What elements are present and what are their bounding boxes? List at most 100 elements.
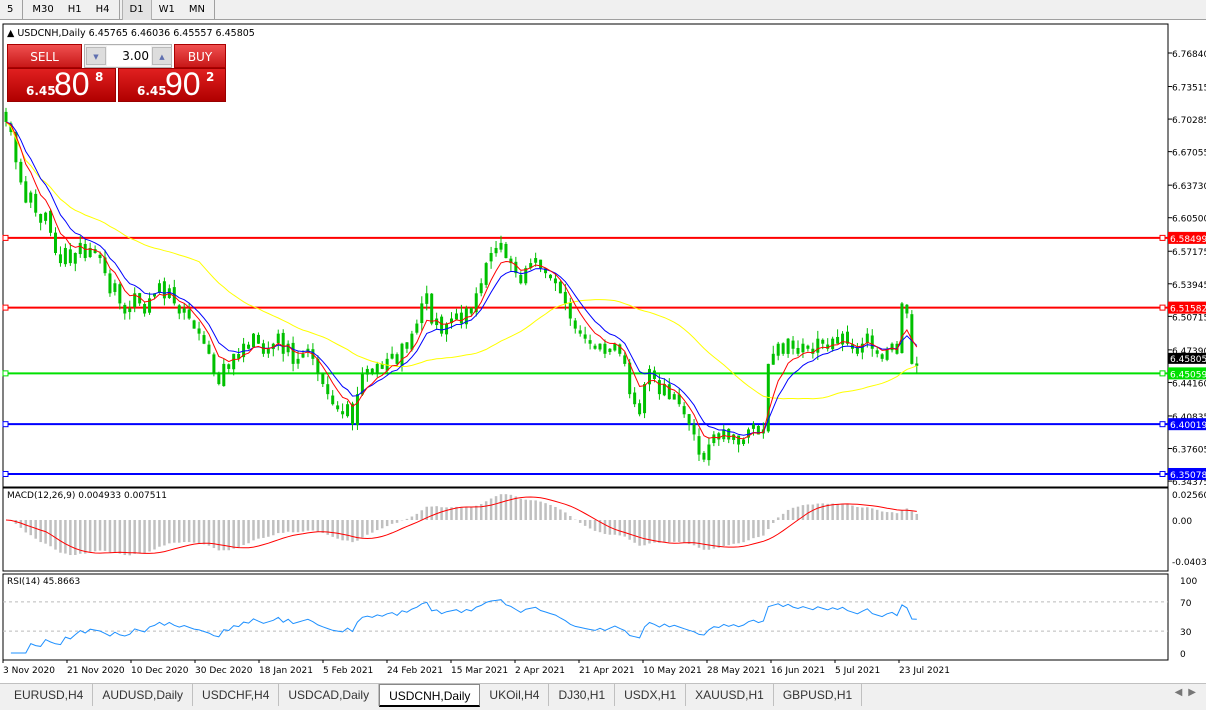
ma-fast-line	[5, 121, 918, 440]
candle-body	[801, 343, 805, 353]
candle-body	[623, 355, 627, 364]
candle-body	[816, 338, 820, 353]
tab-usdcnh-daily[interactable]: USDCNH,Daily	[379, 684, 481, 707]
tab-usdchf-h4[interactable]: USDCHF,H4	[193, 684, 280, 706]
timeframe-h1[interactable]: H1	[67, 3, 82, 15]
candle-body	[192, 320, 196, 329]
candle-body	[727, 428, 731, 440]
buy-button[interactable]: BUY	[174, 44, 226, 68]
tab-dj30-h1[interactable]: DJ30,H1	[549, 684, 616, 706]
line-price-label: 6.35078	[1170, 471, 1206, 481]
line-price-badge	[1168, 367, 1206, 380]
candle-body	[450, 318, 453, 324]
line-price-label: 6.45059	[1170, 370, 1206, 380]
candle-body	[786, 338, 790, 354]
candle-body	[519, 274, 523, 284]
candle-body	[202, 335, 206, 344]
candle-body	[534, 258, 538, 263]
timeframe-w1[interactable]: W1	[158, 3, 175, 15]
date-tick-label: 5 Feb 2021	[323, 666, 373, 676]
candle-body	[638, 403, 642, 415]
line-handle[interactable]	[2, 421, 9, 428]
candle-body	[113, 283, 117, 292]
candle-body	[633, 392, 637, 405]
buy-price[interactable]: 6.45 90 2	[118, 66, 226, 102]
timeframe-h4[interactable]: H4	[95, 3, 110, 15]
line-handle[interactable]	[2, 470, 9, 477]
line-handle[interactable]	[1159, 304, 1166, 311]
candle-body	[588, 340, 592, 344]
tab-ukoil-h4[interactable]: UKOil,H4	[480, 684, 550, 706]
candle-body	[860, 343, 864, 353]
tab-audusd-daily[interactable]: AUDUSD,Daily	[93, 684, 194, 706]
candle-body	[271, 343, 275, 350]
timeframe-mn[interactable]: MN	[188, 3, 205, 15]
line-handle[interactable]	[2, 370, 9, 377]
candle-body	[187, 309, 191, 319]
candle-body	[222, 363, 226, 387]
candle-body	[643, 384, 647, 414]
volume-down-icon[interactable]: ▼	[86, 47, 106, 65]
line-handle[interactable]	[1159, 470, 1166, 477]
line-handle[interactable]	[1159, 421, 1166, 428]
tab-usdcad-daily[interactable]: USDCAD,Daily	[279, 684, 380, 706]
collapse-triangle-icon[interactable]: ▲	[7, 28, 15, 39]
tab-xauusd-h1[interactable]: XAUUSD,H1	[686, 684, 774, 706]
candle-body	[544, 268, 548, 274]
line-handle[interactable]	[2, 234, 9, 241]
candle-body	[78, 242, 82, 255]
timeframe-m5[interactable]: 5	[7, 3, 14, 15]
macd-pane[interactable]	[2, 487, 1169, 572]
candle-body	[514, 261, 518, 274]
candle-body	[182, 308, 186, 313]
candle-body	[296, 358, 300, 364]
sell-button[interactable]: SELL	[7, 44, 82, 68]
chart-area[interactable]: 6.76840 6.73515 6.70285 6.67055 6.63730 6.605…	[0, 0, 1206, 682]
candle-body	[771, 353, 775, 365]
sell-price[interactable]: 6.45 80 8	[7, 66, 116, 102]
tab-usdx-h1[interactable]: USDX,H1	[615, 684, 687, 706]
candle-body	[712, 434, 716, 444]
timeframe-m30[interactable]: M30	[32, 3, 54, 15]
candle-body	[682, 406, 686, 415]
candle-body	[732, 434, 736, 440]
macd-tick-label: -0.04038	[1172, 558, 1206, 568]
candle-body	[905, 304, 909, 314]
date-tick-label: 5 Jul 2021	[835, 666, 880, 676]
price-tick-label: 6.44160	[1172, 379, 1206, 389]
line-handle[interactable]	[2, 304, 9, 311]
date-tick-label: 21 Apr 2021	[579, 666, 635, 676]
candle-body	[336, 405, 340, 410]
candle-body	[474, 293, 478, 313]
line-price-badge	[1168, 467, 1206, 480]
candle-body	[128, 308, 132, 313]
volume-up-icon[interactable]: ▲	[152, 47, 172, 65]
chart-tabs: EURUSD,H4 AUDUSD,Daily USDCHF,H4 USDCAD,…	[0, 683, 1206, 710]
line-handle[interactable]	[1159, 234, 1166, 241]
candle-body	[207, 344, 211, 354]
candle-body	[306, 348, 310, 352]
date-tick-label: 10 May 2021	[643, 666, 702, 676]
macd-tick-label: 0.02560	[1172, 491, 1206, 501]
divider	[22, 0, 24, 20]
candle-body	[880, 354, 884, 359]
line-handle[interactable]	[1159, 370, 1166, 377]
candle-body	[49, 210, 53, 233]
tab-scroll-arrows-icon[interactable]: ◀▶	[1174, 687, 1202, 698]
timeframe-d1[interactable]: D1	[121, 0, 152, 20]
candle-body	[68, 249, 72, 264]
date-tick-label: 15 Mar 2021	[451, 666, 508, 676]
candle-body	[841, 333, 845, 345]
candle-body	[826, 344, 830, 349]
tab-eurusd-h4[interactable]: EURUSD,H4	[5, 684, 94, 706]
candle-body	[133, 293, 137, 307]
candle-body	[885, 348, 889, 360]
candle-body	[865, 333, 869, 343]
candle-body	[618, 344, 622, 354]
candle-body	[242, 343, 246, 358]
tab-gbpusd-h1[interactable]: GBPUSD,H1	[774, 684, 863, 706]
volume-input[interactable]	[107, 46, 151, 66]
rsi-pane[interactable]	[2, 573, 1169, 661]
candle-body	[870, 335, 874, 349]
candle-body	[14, 132, 18, 163]
